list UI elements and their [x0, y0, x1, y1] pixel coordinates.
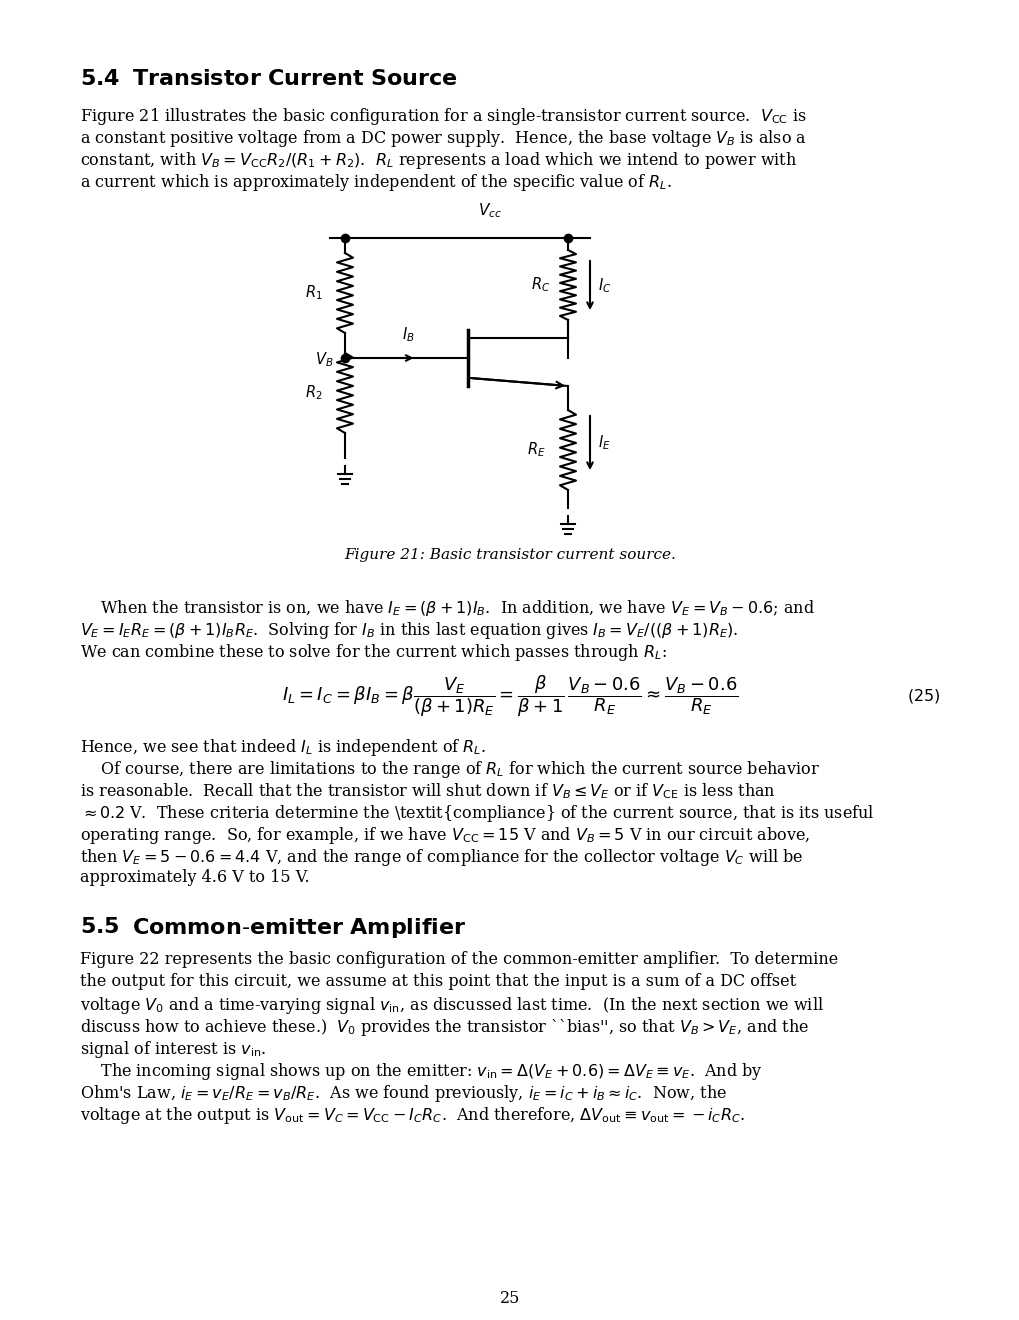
Text: $I_B$: $I_B$ — [401, 325, 415, 345]
Text: Of course, there are limitations to the range of $R_L$ for which the current sou: Of course, there are limitations to the … — [79, 759, 819, 780]
Text: $V_E = I_E R_E = (\beta+1)I_B R_E$.  Solving for $I_B$ in this last equation giv: $V_E = I_E R_E = (\beta+1)I_B R_E$. Solv… — [79, 620, 738, 642]
Text: $I_E$: $I_E$ — [597, 434, 610, 453]
Text: $\mathbf{Transistor\ Current\ Source}$: $\mathbf{Transistor\ Current\ Source}$ — [131, 69, 458, 90]
Text: voltage at the output is $V_{\mathrm{out}} = V_C = V_{\mathrm{CC}} - I_C R_C$.  : voltage at the output is $V_{\mathrm{out… — [79, 1105, 745, 1126]
Text: Hence, we see that indeed $I_L$ is independent of $R_L$.: Hence, we see that indeed $I_L$ is indep… — [79, 737, 486, 758]
Text: Ohm's Law, $i_E = v_E/R_E = v_B/R_E$.  As we found previously, $i_E = i_C + i_B : Ohm's Law, $i_E = v_E/R_E = v_B/R_E$. As… — [79, 1082, 727, 1104]
Text: $R_2$: $R_2$ — [305, 384, 323, 403]
Text: $R_C$: $R_C$ — [530, 276, 549, 294]
Text: $\mathbf{5.4}$: $\mathbf{5.4}$ — [79, 69, 120, 90]
Text: operating range.  So, for example, if we have $V_{\mathrm{CC}} = 15$ V and $V_B : operating range. So, for example, if we … — [79, 825, 809, 846]
Text: The incoming signal shows up on the emitter: $v_{\mathrm{in}} = \Delta(V_E+0.6) : The incoming signal shows up on the emit… — [79, 1061, 762, 1082]
Text: signal of interest is $v_{\mathrm{in}}$.: signal of interest is $v_{\mathrm{in}}$. — [79, 1039, 266, 1060]
Text: $(25)$: $(25)$ — [906, 686, 940, 705]
Text: Figure 21 illustrates the basic configuration for a single-transistor current so: Figure 21 illustrates the basic configur… — [79, 106, 806, 127]
Text: Figure 21: Basic transistor current source.: Figure 21: Basic transistor current sour… — [343, 548, 676, 562]
Text: $V_B$: $V_B$ — [314, 351, 332, 370]
Text: Figure 22 represents the basic configuration of the common-emitter amplifier.  T: Figure 22 represents the basic configura… — [79, 950, 838, 968]
Text: $I_C$: $I_C$ — [597, 277, 610, 296]
Text: a current which is approximately independent of the specific value of $R_L$.: a current which is approximately indepen… — [79, 172, 672, 193]
Text: constant, with $V_B = V_{\mathrm{CC}}R_2/(R_1+R_2)$.  $R_L$ represents a load wh: constant, with $V_B = V_{\mathrm{CC}}R_2… — [79, 150, 797, 172]
Text: $R_E$: $R_E$ — [527, 441, 545, 459]
Text: $V_{cc}$: $V_{cc}$ — [478, 201, 501, 220]
Text: $\mathbf{5.5}$: $\mathbf{5.5}$ — [79, 916, 119, 939]
Text: a constant positive voltage from a DC power supply.  Hence, the base voltage $V_: a constant positive voltage from a DC po… — [79, 128, 806, 149]
Text: approximately 4.6 V to 15 V.: approximately 4.6 V to 15 V. — [79, 869, 310, 886]
Text: $\approx 0.2$ V.  These criteria determine the \textit{compliance} of the curren: $\approx 0.2$ V. These criteria determin… — [79, 803, 873, 824]
Text: is reasonable.  Recall that the transistor will shut down if $V_B \leq V_E$ or i: is reasonable. Recall that the transisto… — [79, 781, 775, 801]
Text: When the transistor is on, we have $I_E = (\beta+1)I_B$.  In addition, we have $: When the transistor is on, we have $I_E … — [79, 598, 814, 618]
Text: $I_L = I_C = \beta I_B = \beta\dfrac{V_E}{(\beta+1)R_E} = \dfrac{\beta}{\beta+1}: $I_L = I_C = \beta I_B = \beta\dfrac{V_E… — [281, 673, 738, 719]
Text: 25: 25 — [499, 1290, 520, 1307]
Text: $\mathbf{Common\text{-}emitter\ Amplifier}$: $\mathbf{Common\text{-}emitter\ Amplifie… — [131, 916, 466, 940]
Text: We can combine these to solve for the current which passes through $R_L$:: We can combine these to solve for the cu… — [79, 642, 666, 663]
Text: the output for this circuit, we assume at this point that the input is a sum of : the output for this circuit, we assume a… — [79, 973, 796, 990]
Text: discuss how to achieve these.)  $V_0$ provides the transistor ``bias'', so that : discuss how to achieve these.) $V_0$ pro… — [79, 1016, 808, 1038]
Text: $R_1$: $R_1$ — [305, 284, 323, 302]
Text: voltage $V_0$ and a time-varying signal $v_{\mathrm{in}}$, as discussed last tim: voltage $V_0$ and a time-varying signal … — [79, 995, 823, 1016]
Text: then $V_E = 5 - 0.6 = 4.4$ V, and the range of compliance for the collector volt: then $V_E = 5 - 0.6 = 4.4$ V, and the ra… — [79, 847, 803, 869]
